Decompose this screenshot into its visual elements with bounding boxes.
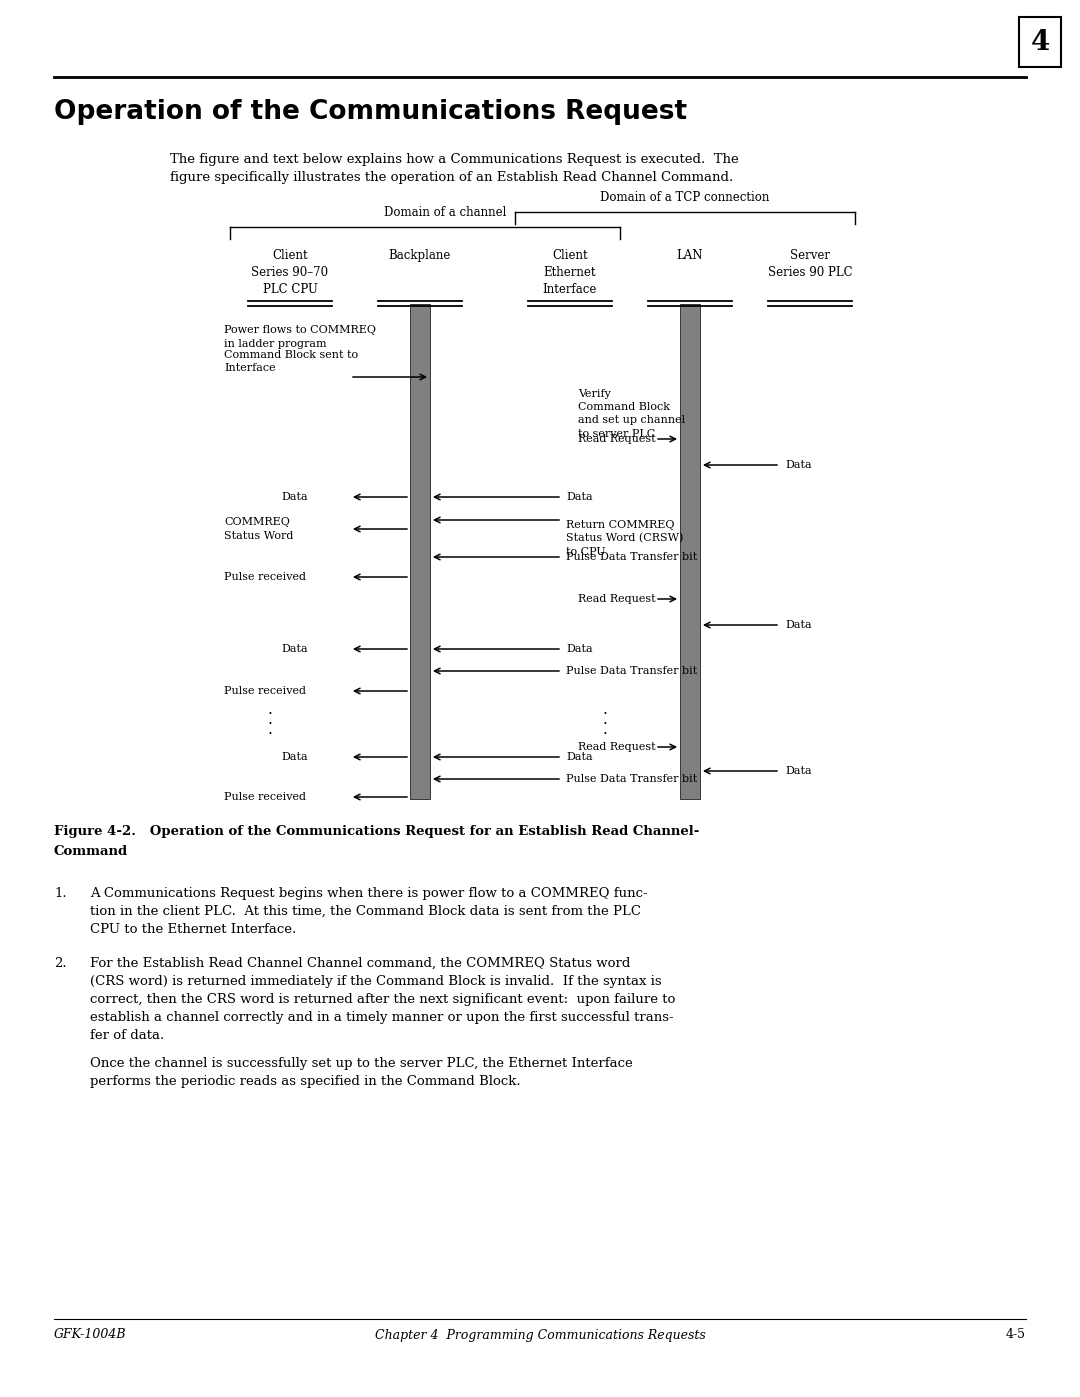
Text: Data: Data <box>566 492 593 502</box>
Text: Pulse received: Pulse received <box>224 792 306 802</box>
Text: 1.: 1. <box>54 887 67 900</box>
Text: 4-5: 4-5 <box>1005 1329 1026 1341</box>
Text: GFK-1004B: GFK-1004B <box>54 1329 126 1341</box>
Text: Data: Data <box>566 752 593 761</box>
Bar <box>410 305 430 799</box>
Text: CPU to the Ethernet Interface.: CPU to the Ethernet Interface. <box>90 923 296 936</box>
Text: Data: Data <box>282 644 308 654</box>
Text: Command: Command <box>54 845 129 858</box>
Text: figure specifically illustrates the operation of an Establish Read Channel Comma: figure specifically illustrates the oper… <box>170 170 733 183</box>
Text: Figure 4-2.   Operation of the Communications Request for an Establish Read Chan: Figure 4-2. Operation of the Communicati… <box>54 826 700 838</box>
Text: Client
Series 90–70
PLC CPU: Client Series 90–70 PLC CPU <box>252 249 328 296</box>
Text: Operation of the Communications Request: Operation of the Communications Request <box>54 99 687 124</box>
Text: Pulse received: Pulse received <box>224 571 306 583</box>
Text: Verify
Command Block
and set up channel
to server PLC: Verify Command Block and set up channel … <box>578 388 685 439</box>
Text: Pulse Data Transfer bit: Pulse Data Transfer bit <box>566 666 698 676</box>
Text: Chapter 4  Programming Communications Requests: Chapter 4 Programming Communications Req… <box>375 1329 705 1341</box>
Text: establish a channel correctly and in a timely manner or upon the first successfu: establish a channel correctly and in a t… <box>90 1011 674 1024</box>
Text: .: . <box>268 711 272 726</box>
Text: 2.: 2. <box>54 957 67 970</box>
Text: Backplane: Backplane <box>389 249 451 263</box>
Text: (CRS word) is returned immediately if the Command Block is invalid.  If the synt: (CRS word) is returned immediately if th… <box>90 975 662 988</box>
Text: Pulse received: Pulse received <box>224 686 306 696</box>
Text: LAN: LAN <box>677 249 703 263</box>
Text: tion in the client PLC.  At this time, the Command Block data is sent from the P: tion in the client PLC. At this time, th… <box>90 905 642 918</box>
Text: Pulse Data Transfer bit: Pulse Data Transfer bit <box>566 774 698 784</box>
Text: Data: Data <box>785 766 812 775</box>
Text: .: . <box>268 721 272 736</box>
Text: Data: Data <box>785 620 812 630</box>
Bar <box>680 305 700 799</box>
Text: Domain of a channel: Domain of a channel <box>383 205 507 219</box>
Text: Data: Data <box>566 644 593 654</box>
Text: Client
Ethernet
Interface: Client Ethernet Interface <box>543 249 597 296</box>
Text: fer of data.: fer of data. <box>90 1030 164 1042</box>
Text: .: . <box>603 721 607 736</box>
Text: .: . <box>603 701 607 717</box>
Text: For the Establish Read Channel Channel command, the COMMREQ Status word: For the Establish Read Channel Channel c… <box>90 957 631 970</box>
Text: Domain of a TCP connection: Domain of a TCP connection <box>600 191 770 204</box>
Text: COMMREQ
Status Word: COMMREQ Status Word <box>224 517 294 541</box>
Text: The figure and text below explains how a Communications Request is executed.  Th: The figure and text below explains how a… <box>170 152 739 165</box>
Text: Pulse Data Transfer bit: Pulse Data Transfer bit <box>566 552 698 562</box>
Text: 4: 4 <box>1030 28 1050 56</box>
Text: .: . <box>268 701 272 717</box>
Text: Data: Data <box>785 460 812 469</box>
Text: Server
Series 90 PLC: Server Series 90 PLC <box>768 249 852 279</box>
Text: Return COMMREQ
Status Word (CRSW)
to CPU: Return COMMREQ Status Word (CRSW) to CPU <box>566 520 684 557</box>
Text: .: . <box>603 711 607 726</box>
Text: Read Request: Read Request <box>578 434 656 444</box>
Text: Power flows to COMMREQ
in ladder program: Power flows to COMMREQ in ladder program <box>224 326 376 349</box>
Text: A Communications Request begins when there is power flow to a COMMREQ func-: A Communications Request begins when the… <box>90 887 648 900</box>
Text: Read Request: Read Request <box>578 594 656 604</box>
Text: performs the periodic reads as specified in the Command Block.: performs the periodic reads as specified… <box>90 1076 521 1088</box>
Text: Command Block sent to
Interface: Command Block sent to Interface <box>224 349 359 373</box>
Text: Read Request: Read Request <box>578 742 656 752</box>
Text: Data: Data <box>282 492 308 502</box>
Text: Once the channel is successfully set up to the server PLC, the Ethernet Interfac: Once the channel is successfully set up … <box>90 1058 633 1070</box>
Text: correct, then the CRS word is returned after the next significant event:  upon f: correct, then the CRS word is returned a… <box>90 993 675 1006</box>
Text: Data: Data <box>282 752 308 761</box>
